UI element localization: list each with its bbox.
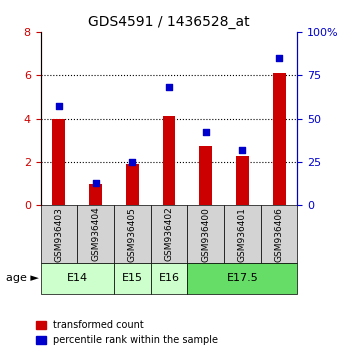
Point bbox=[56, 104, 62, 109]
FancyBboxPatch shape bbox=[151, 263, 187, 294]
Text: age ►: age ► bbox=[6, 273, 39, 284]
FancyBboxPatch shape bbox=[187, 205, 224, 263]
Bar bbox=[89, 183, 102, 205]
Bar bbox=[273, 73, 286, 205]
Bar bbox=[163, 116, 175, 205]
Bar bbox=[199, 145, 212, 205]
Title: GDS4591 / 1436528_at: GDS4591 / 1436528_at bbox=[88, 16, 250, 29]
Text: GSM936402: GSM936402 bbox=[165, 207, 173, 262]
FancyBboxPatch shape bbox=[114, 205, 151, 263]
Text: GSM936404: GSM936404 bbox=[91, 207, 100, 262]
Text: E14: E14 bbox=[67, 273, 88, 284]
Point bbox=[240, 147, 245, 153]
FancyBboxPatch shape bbox=[41, 205, 77, 263]
FancyBboxPatch shape bbox=[41, 263, 114, 294]
Text: E15: E15 bbox=[122, 273, 143, 284]
Bar bbox=[126, 164, 139, 205]
Text: E16: E16 bbox=[159, 273, 179, 284]
Point bbox=[93, 180, 98, 185]
FancyBboxPatch shape bbox=[261, 205, 297, 263]
Bar bbox=[236, 156, 249, 205]
Text: GSM936403: GSM936403 bbox=[54, 207, 64, 262]
Text: GSM936406: GSM936406 bbox=[274, 207, 284, 262]
Point bbox=[129, 159, 135, 165]
Point bbox=[276, 55, 282, 61]
Text: E17.5: E17.5 bbox=[226, 273, 258, 284]
FancyBboxPatch shape bbox=[224, 205, 261, 263]
FancyBboxPatch shape bbox=[187, 263, 297, 294]
FancyBboxPatch shape bbox=[114, 263, 151, 294]
FancyBboxPatch shape bbox=[77, 205, 114, 263]
Point bbox=[166, 85, 172, 90]
Text: GSM936400: GSM936400 bbox=[201, 207, 210, 262]
Text: GSM936405: GSM936405 bbox=[128, 207, 137, 262]
Bar bbox=[52, 119, 65, 205]
Legend: transformed count, percentile rank within the sample: transformed count, percentile rank withi… bbox=[32, 316, 222, 349]
FancyBboxPatch shape bbox=[151, 205, 187, 263]
Text: GSM936401: GSM936401 bbox=[238, 207, 247, 262]
Point bbox=[203, 130, 209, 135]
